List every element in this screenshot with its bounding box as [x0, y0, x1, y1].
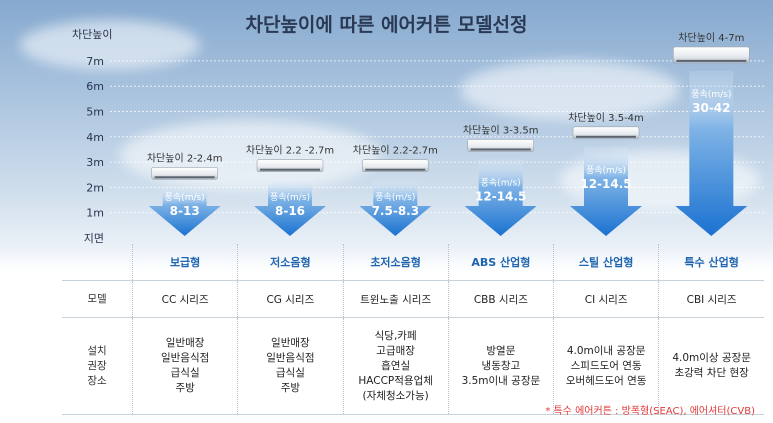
air-curtain-vent: [365, 168, 426, 171]
height-range-label: 차단높이 3-3.5m: [463, 124, 539, 136]
recommended-place-line: 일반음식점: [266, 352, 315, 364]
model-cell: CC 시리즈: [131, 280, 238, 318]
air-curtain-vent: [676, 59, 747, 62]
height-range-label: 차단높이 3.5-4m: [568, 112, 644, 124]
speed-value: 8-13: [170, 204, 200, 218]
y-tick-label: 3m: [86, 156, 104, 169]
speed-value: 12-14.5: [580, 177, 631, 191]
height-range-label: 차단높이 2.2 -2.7m: [246, 145, 334, 157]
category-header: 스틸 산업형: [552, 244, 659, 281]
model-cell: CBB 시리즈: [447, 280, 554, 318]
model-cell: CG 시리즈: [237, 280, 343, 318]
table-corner: [62, 244, 133, 281]
chart-title: 차단높이에 따른 에어커튼 모델선정: [245, 14, 528, 36]
speed-label: 풍속(m/s): [270, 192, 310, 203]
recommended-place-label: 설치 권장 장소: [62, 317, 133, 415]
recommended-place-line: 4.0m이내 공장문: [566, 344, 646, 357]
category-header: ABS 산업형: [447, 244, 554, 281]
y-tick-label: 6m: [86, 80, 104, 93]
cloud: [460, 60, 680, 120]
recommended-place-line: 3.5m이내 공장문: [461, 374, 541, 387]
model-cell: CBI 시리즈: [658, 280, 764, 318]
speed-label: 풍속(m/s): [165, 192, 205, 203]
recommended-place-line: 주방: [175, 382, 195, 394]
model-cell: 트윈노출 시리즈: [342, 280, 449, 318]
cloud: [20, 20, 200, 70]
recommended-place-line: (자체청소가능): [362, 389, 429, 402]
recommended-place-line: 냉동창고: [481, 359, 521, 372]
category-header: 특수 산업형: [658, 244, 764, 281]
speed-value: 12-14.5: [475, 189, 526, 203]
recommended-place-line: 일반매장: [165, 337, 205, 349]
model-row-label: 모델: [62, 280, 133, 318]
category-header: 보급형: [131, 244, 238, 281]
recommended-place-line: 스피드도어 연동: [570, 359, 642, 372]
y-tick-label: 1m: [86, 207, 104, 220]
recommended-place-line: 흡연실: [381, 359, 411, 372]
recommended-place-line: 방열문: [486, 344, 516, 357]
speed-value: 30-42: [692, 101, 730, 115]
air-curtain-vent: [260, 168, 320, 171]
recommended-place-line: 주방: [280, 382, 301, 394]
y-axis-label: 차단높이: [72, 28, 112, 41]
rec-label-line: 설치: [87, 344, 107, 357]
speed-label: 풍속(m/s): [481, 177, 521, 188]
y-tick-label: 2m: [86, 181, 104, 194]
height-range-label: 차단높이 2-2.4m: [147, 152, 223, 164]
recommended-place-line: 일반음식점: [160, 352, 210, 364]
y-tick-label: 지면: [84, 232, 104, 245]
model-cell: CI 시리즈: [552, 280, 659, 318]
footnote: * 특수 에어커튼 : 방폭형(SEAC), 에어셔터(CVB): [545, 406, 755, 417]
speed-value: 8-16: [275, 204, 305, 218]
recommended-place-line: 4.0m이상 공장문: [672, 352, 751, 364]
recommended-place-line: 급식실: [275, 367, 305, 379]
recommended-place-line: 일반매장: [271, 337, 310, 349]
model-table: 보급형 저소음형 초저소음형 ABS 산업형 스틸 산업형 특수 산업형 모델 …: [62, 244, 764, 415]
airflow-arrow: [675, 70, 748, 237]
air-curtain-vent: [154, 176, 215, 179]
y-tick-label: 7m: [86, 55, 104, 68]
air-curtain-unit: [673, 46, 750, 64]
height-range-label: 차단높이 4-7m: [678, 32, 744, 44]
y-tick-label: 5m: [86, 106, 104, 119]
height-range-label: 차단높이 2.2-2.7m: [353, 145, 438, 157]
airflow-arrow: [148, 187, 221, 236]
recommended-place-line: 급식실: [170, 367, 200, 379]
recommended-place-line: 고급매장: [376, 344, 415, 357]
y-tick-label: 4m: [86, 131, 104, 144]
air-curtain-vent: [576, 135, 636, 138]
speed-label: 풍속(m/s): [586, 165, 626, 176]
category-header: 저소음형: [237, 244, 343, 281]
recommended-place-line: 초강력 차단 현장: [674, 367, 749, 379]
airflow-arrow: [464, 159, 537, 236]
recommended-place-line: HACCP적용업체: [358, 374, 433, 387]
speed-value: 7.5-8.3: [372, 204, 420, 218]
airflow-arrow: [359, 179, 432, 236]
airflow-arrow: [570, 146, 642, 236]
recommended-place-line: 오버헤드도어 연동: [565, 374, 647, 387]
airflow-arrow: [254, 179, 326, 236]
rec-label-line: 권장: [87, 359, 107, 372]
rec-label-line: 장소: [87, 374, 107, 387]
category-header: 초저소음형: [342, 244, 449, 281]
speed-label: 풍속(m/s): [691, 89, 731, 100]
air-curtain-vent: [470, 148, 531, 151]
recommended-place-line: 식당,카페: [374, 329, 417, 342]
speed-label: 풍속(m/s): [375, 192, 415, 203]
